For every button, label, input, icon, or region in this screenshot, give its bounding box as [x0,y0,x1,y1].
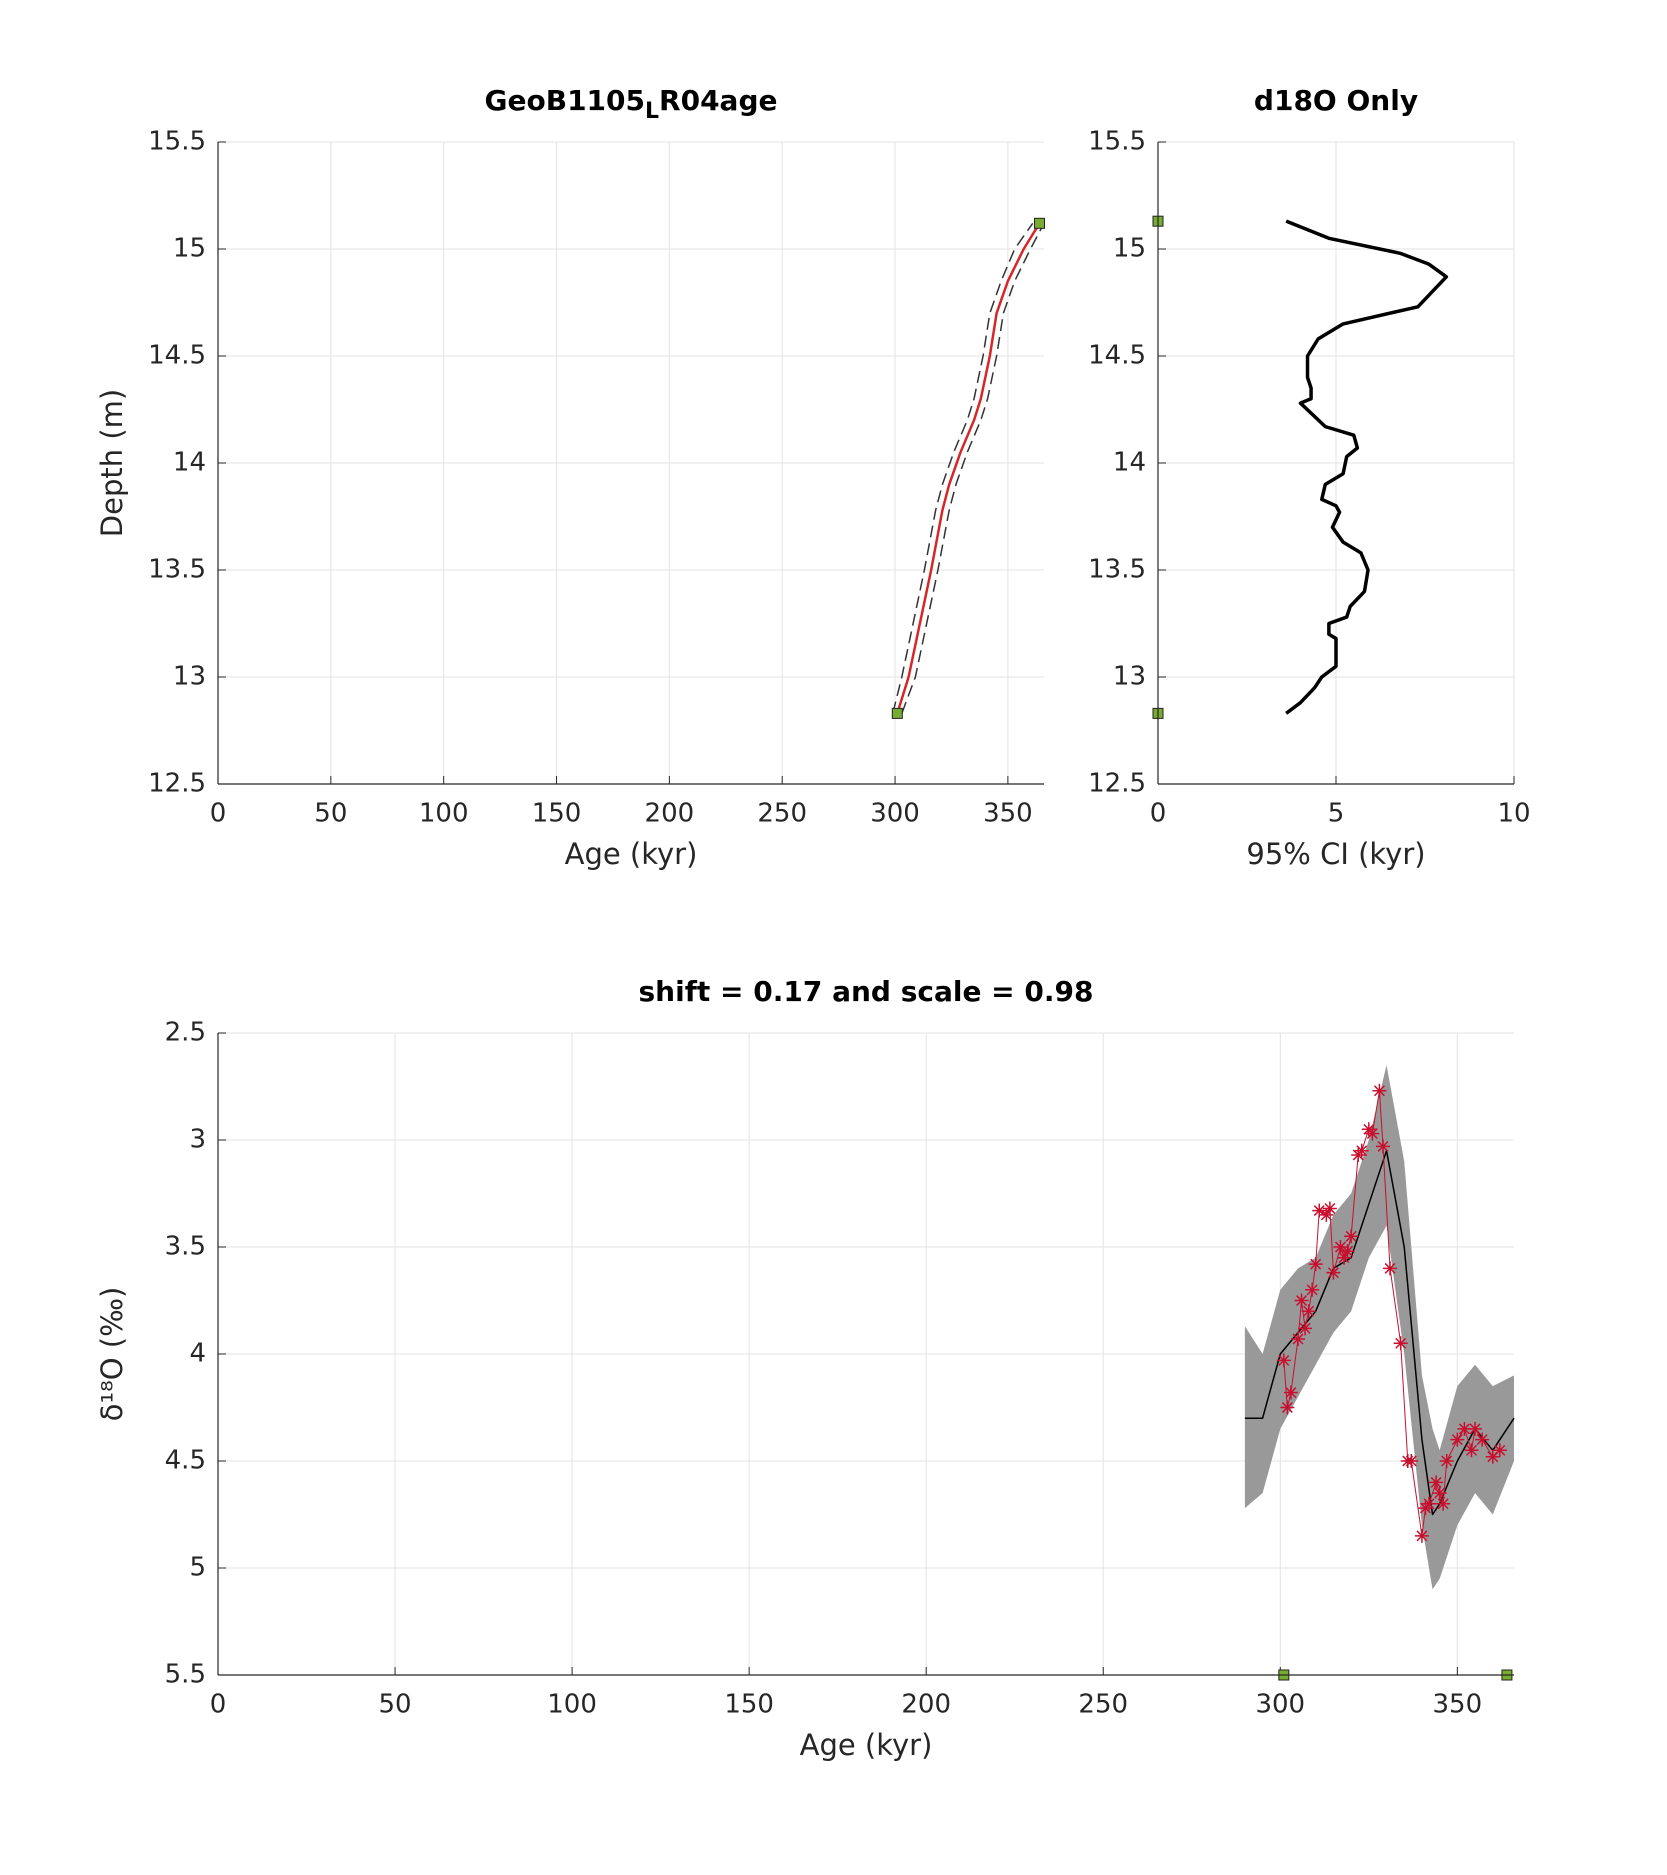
series-line [892,222,1034,714]
x-tick-label: 350 [1433,1690,1483,1720]
data-point [1298,1321,1313,1336]
x-tick-label: 10 [1497,799,1530,829]
y-axis-label: Depth (m) [95,389,129,537]
y-tick-label: 14.5 [1088,341,1146,371]
x-tick-label: 200 [901,1690,951,1720]
x-tick-label: 200 [645,799,695,829]
x-tick-label: 50 [314,799,347,829]
y-tick-label: 4 [189,1339,206,1369]
y-tick-label: 14.5 [148,341,206,371]
y-axis-label: δ¹⁸O (‰) [95,1287,129,1422]
x-axis-label: 95% CI (kyr) [1246,837,1425,871]
data-point [1344,1229,1359,1244]
data-point [1305,1282,1320,1297]
data-point [1308,1257,1323,1272]
x-tick-label: 100 [547,1690,597,1720]
data-point [1383,1261,1398,1276]
data-point [1468,1421,1483,1436]
data-point [1464,1443,1479,1458]
y-tick-label: 13 [173,662,206,692]
x-axis-label: Age (kyr) [565,837,698,871]
y-tick-label: 12.5 [1088,769,1146,799]
data-point [1422,1496,1437,1511]
x-tick-label: 150 [724,1690,774,1720]
data-point [1322,1201,1337,1216]
tie-point [891,707,903,719]
x-tick-label: 300 [1255,1690,1305,1720]
data-point [1365,1126,1380,1141]
y-tick-label: 13.5 [148,555,206,585]
data-point [1301,1304,1316,1319]
x-tick-label: 300 [870,799,920,829]
x-tick-label: 250 [1078,1690,1128,1720]
y-tick-label: 14 [173,448,206,478]
y-tick-label: 14 [1113,448,1146,478]
y-tick-label: 15 [173,234,206,264]
x-tick-label: 5 [1328,799,1345,829]
data-point [1492,1443,1507,1458]
y-tick-label: 12.5 [148,769,206,799]
data-point [1276,1353,1291,1368]
data-point [1485,1449,1500,1464]
series-line [901,222,1045,714]
data-point [1291,1332,1305,1347]
data-point [1372,1083,1387,1098]
data-point [1450,1432,1465,1447]
data-point [1337,1250,1352,1265]
x-tick-label: 50 [379,1690,412,1720]
y-tick-label: 5.5 [165,1660,206,1690]
data-point [1283,1385,1298,1400]
y-tick-label: 15 [1113,234,1146,264]
y-tick-label: 4.5 [165,1446,206,1476]
y-tick-label: 13 [1113,662,1146,692]
data-point [1439,1454,1454,1468]
x-tick-label: 0 [1150,799,1167,829]
y-tick-label: 3.5 [165,1232,206,1262]
data-point [1326,1265,1341,1280]
series-line [1285,219,1449,715]
data-point [1280,1400,1295,1415]
x-axis-label: Age (kyr) [800,1728,933,1762]
chart-title: GeoB1105LR04age [485,84,778,124]
tie-point [1033,217,1045,229]
chart-title: d18O Only [1254,84,1418,117]
series-line [896,222,1041,714]
chart-title: shift = 0.17 and scale = 0.98 [639,975,1094,1008]
x-tick-label: 350 [983,799,1033,829]
y-tick-label: 5 [189,1553,206,1583]
data-point [1404,1454,1419,1468]
data-point [1354,1143,1369,1158]
x-tick-label: 100 [419,799,469,829]
data-point [1457,1421,1472,1436]
x-tick-label: 0 [210,799,227,829]
x-tick-label: 150 [532,799,582,829]
data-point [1429,1475,1444,1490]
data-point [1319,1207,1334,1222]
x-tick-label: 250 [757,799,807,829]
data-point [1436,1496,1451,1511]
data-point [1475,1432,1490,1447]
y-tick-label: 15.5 [148,127,206,157]
y-tick-label: 15.5 [1088,127,1146,157]
data-point [1333,1240,1348,1254]
data-point [1375,1139,1390,1154]
data-point [1414,1528,1429,1543]
data-point [1432,1486,1447,1501]
x-tick-label: 0 [210,1690,227,1720]
data-point [1312,1203,1327,1218]
y-tick-label: 3 [189,1125,206,1155]
y-tick-label: 13.5 [1088,555,1146,585]
data-point [1393,1336,1408,1351]
y-tick-label: 2.5 [165,1018,206,1048]
data-point [1340,1244,1355,1259]
data-point [1294,1293,1309,1308]
